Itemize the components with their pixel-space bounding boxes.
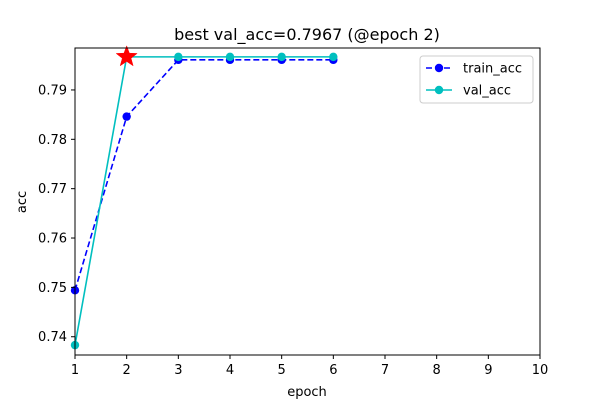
legend-marker bbox=[434, 63, 444, 73]
legend: train_acc val_acc bbox=[419, 55, 534, 104]
series-line bbox=[74, 59, 334, 291]
plot-frame bbox=[74, 47, 541, 356]
x-axis: 1 2 3 4 5 6 7 8 9 10 bbox=[71, 355, 548, 378]
x-tick-label: 2 bbox=[123, 363, 131, 378]
x-tick-label: 1 bbox=[71, 363, 79, 378]
legend-entry: val_acc bbox=[426, 84, 511, 99]
x-axis-label: epoch bbox=[287, 385, 327, 400]
x-tick-label: 6 bbox=[329, 363, 337, 378]
x-tick-label: 3 bbox=[174, 363, 182, 378]
x-tick-label: 10 bbox=[532, 363, 549, 378]
x-tick-label: 9 bbox=[484, 363, 492, 378]
plot-area bbox=[70, 45, 338, 350]
legend-marker bbox=[434, 85, 444, 95]
y-tick-label: 0.76 bbox=[38, 232, 67, 247]
data-point bbox=[174, 52, 183, 62]
data-point bbox=[225, 52, 235, 62]
data-point bbox=[329, 52, 338, 62]
chart-title: best val_acc=0.7967 (@epoch 2) bbox=[174, 25, 440, 45]
data-point bbox=[277, 52, 286, 62]
legend-entries: train_acc val_acc bbox=[426, 62, 522, 99]
y-tick-label: 0.74 bbox=[38, 330, 67, 345]
data-point bbox=[122, 112, 131, 121]
y-axis-label: acc bbox=[15, 191, 30, 213]
best-point-star bbox=[115, 45, 138, 67]
legend-label: val_acc bbox=[463, 84, 511, 99]
legend-label: train_acc bbox=[463, 62, 522, 77]
series-line bbox=[74, 56, 334, 346]
legend-entry: train_acc bbox=[426, 62, 522, 77]
y-tick-label: 0.79 bbox=[38, 83, 67, 98]
y-tick-label: 0.75 bbox=[38, 281, 67, 296]
y-axis: 0.74 0.75 0.76 0.77 0.78 0.79 bbox=[38, 83, 75, 345]
x-tick-label: 4 bbox=[226, 363, 234, 378]
y-tick-label: 0.77 bbox=[38, 182, 67, 197]
x-tick-label: 5 bbox=[278, 363, 286, 378]
x-tick-label: 7 bbox=[381, 363, 389, 378]
y-tick-label: 0.78 bbox=[38, 133, 67, 148]
x-tick-label: 8 bbox=[433, 363, 441, 378]
